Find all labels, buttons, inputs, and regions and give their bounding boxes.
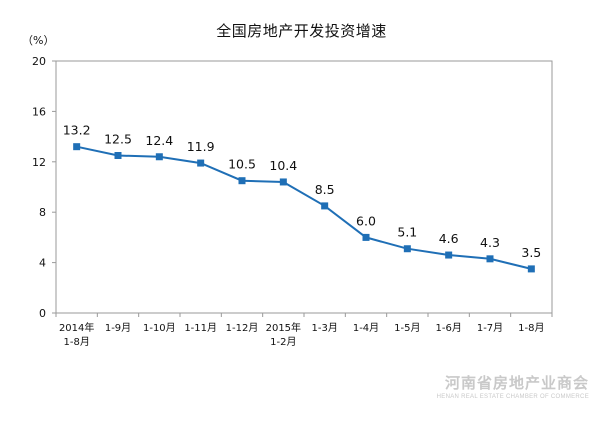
y-tick-label: 16 [32, 105, 46, 118]
watermark-title: 河南省房地产业商会 [444, 374, 589, 392]
data-point-marker [155, 153, 163, 161]
x-tick-label: 2014年 [59, 321, 94, 334]
data-label: 5.1 [397, 225, 417, 240]
data-point-marker [445, 251, 453, 259]
data-label: 4.6 [439, 231, 459, 246]
data-label: 8.5 [315, 182, 335, 197]
data-point-marker [362, 233, 370, 241]
data-label: 12.5 [104, 132, 132, 147]
data-label: 11.9 [187, 139, 215, 154]
y-tick-label: 4 [39, 257, 46, 270]
y-axis-unit-label: （%） [22, 34, 55, 47]
series-line [76, 145, 532, 270]
data-point-marker [321, 202, 329, 210]
data-label: 3.5 [521, 245, 541, 260]
x-tick-label: 1-2月 [270, 336, 296, 348]
data-point-marker [238, 177, 246, 185]
y-tick-label: 0 [39, 307, 46, 320]
watermark-subtitle: HENAN REAL ESTATE CHAMBER OF COMMERCE [436, 394, 589, 400]
data-point-marker [486, 255, 494, 263]
data-point-marker [403, 245, 411, 253]
x-tick-label: 1-9月 [105, 322, 131, 334]
data-point-marker [73, 143, 81, 151]
data-label: 10.4 [269, 158, 297, 173]
x-tick-label: 1-10月 [143, 322, 176, 334]
data-point-marker [527, 265, 535, 273]
x-tick-label: 1-7月 [477, 322, 503, 334]
data-label: 6.0 [356, 213, 376, 228]
x-tick-label: 1-8月 [518, 322, 544, 334]
data-point-marker [197, 159, 205, 167]
x-tick-label: 1-11月 [184, 322, 217, 334]
x-tick-label: 1-8月 [63, 336, 89, 348]
data-label: 13.2 [63, 123, 91, 138]
y-tick-label: 8 [39, 206, 46, 219]
data-point-marker [279, 178, 287, 186]
x-tick-label: 1-3月 [311, 322, 337, 334]
x-tick-label: 1-4月 [353, 322, 379, 334]
y-tick-label: 12 [32, 156, 46, 169]
data-label: 12.4 [145, 133, 173, 148]
data-label: 4.3 [480, 235, 500, 250]
x-tick-label: 2015年 [266, 321, 301, 334]
plot-frame [55, 60, 553, 314]
x-tick-label: 1-5月 [394, 322, 420, 334]
x-tick-label: 1-6月 [435, 322, 461, 334]
data-label: 10.5 [228, 157, 256, 172]
x-tick-label: 1-12月 [226, 322, 259, 334]
chart-title: 全国房地产开发投资增速 [216, 22, 387, 40]
data-point-marker [114, 152, 122, 159]
watermark: 河南省房地产业商会 HENAN REAL ESTATE CHAMBER OF C… [437, 372, 589, 400]
y-tick-label: 20 [32, 55, 46, 68]
